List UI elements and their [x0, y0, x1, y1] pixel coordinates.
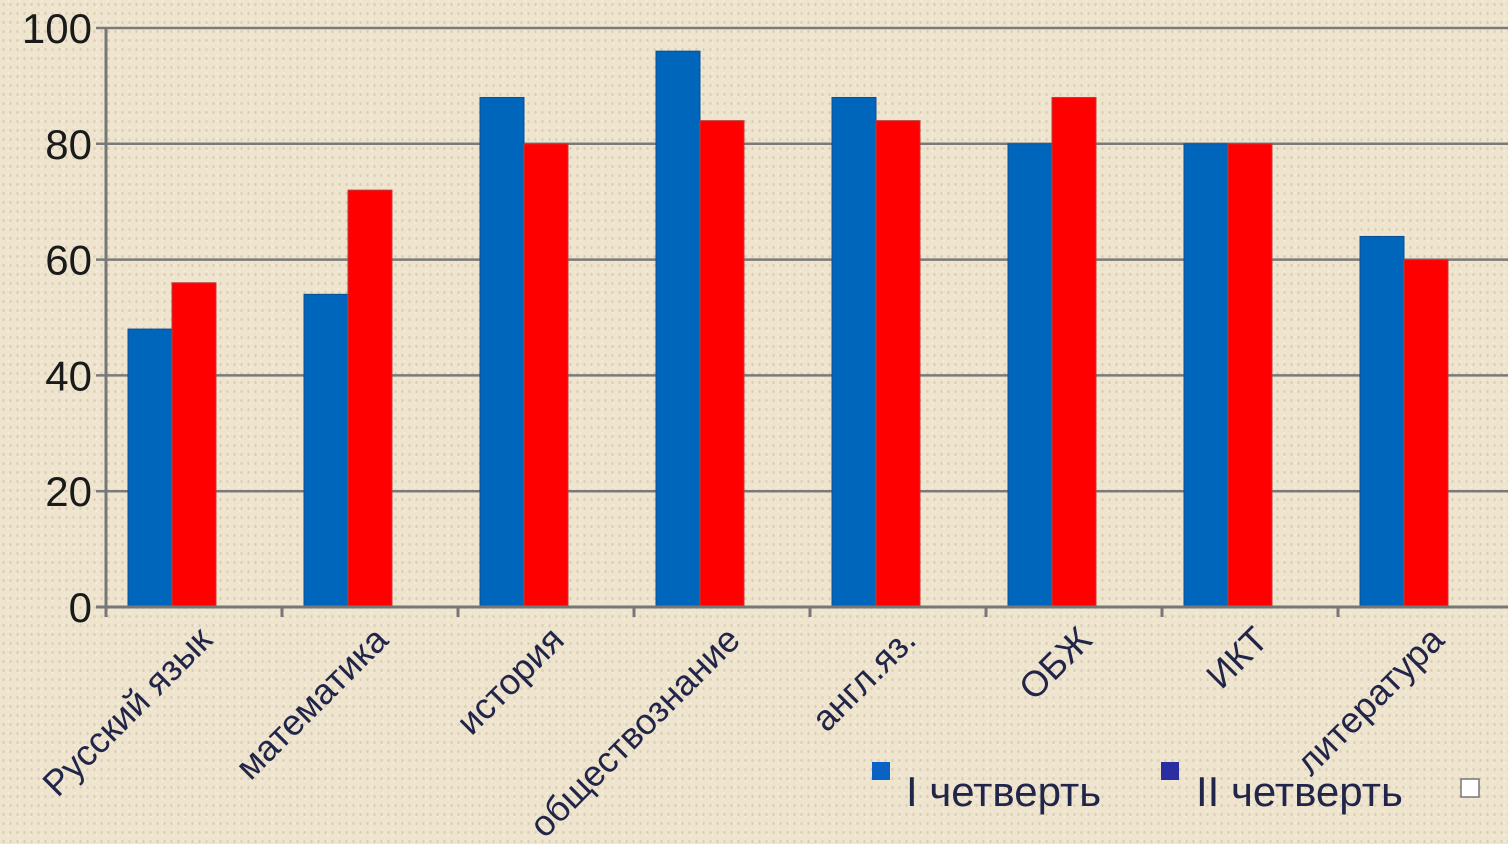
axes [96, 28, 1508, 617]
bar-series-1 [479, 96, 525, 608]
x-category-label: англ.яз. [803, 619, 923, 739]
bar-series-2 [1403, 259, 1449, 608]
bar-series-2 [171, 282, 217, 608]
x-category-label: математика [227, 618, 396, 787]
x-category-label: ИКТ [1198, 619, 1276, 697]
y-tick-label: 20 [45, 468, 92, 515]
bar-series-2 [699, 120, 745, 608]
legend-label-series-3: II четверть [1196, 768, 1403, 815]
bar-series-1 [655, 50, 701, 608]
legend-swatch-empty [1460, 778, 1480, 798]
bar-series-1 [831, 96, 877, 608]
y-tick-label: 100 [22, 5, 92, 52]
y-tick-label: 40 [45, 352, 92, 399]
bar-series-1 [303, 293, 349, 608]
bar-series-2 [523, 143, 569, 608]
y-axis-ticks: 0 20 40 60 80 100 [22, 5, 92, 631]
bars [127, 50, 1449, 608]
x-category-label: история [448, 619, 572, 743]
bar-series-1 [127, 328, 173, 608]
x-category-label: ОБЖ [1011, 619, 1100, 708]
legend-swatch-series-1 [872, 762, 890, 780]
x-category-label: литература [1288, 618, 1453, 783]
legend-label-series-1: I четверть [906, 768, 1101, 815]
bar-series-2 [1227, 143, 1273, 608]
bar-series-1 [1007, 143, 1053, 608]
y-tick-label: 0 [69, 584, 92, 631]
y-tick-label: 80 [45, 121, 92, 168]
bar-series-2 [1051, 96, 1097, 608]
bar-series-2 [347, 189, 393, 608]
bar-series-1 [1183, 143, 1229, 608]
x-category-label: Русский язык [34, 618, 220, 804]
bar-series-2 [875, 120, 921, 608]
bar-series-1 [1359, 235, 1405, 608]
legend: I четверть II четверть [872, 762, 1480, 815]
legend-swatch-series-2 [1161, 762, 1179, 780]
y-tick-label: 60 [45, 237, 92, 284]
